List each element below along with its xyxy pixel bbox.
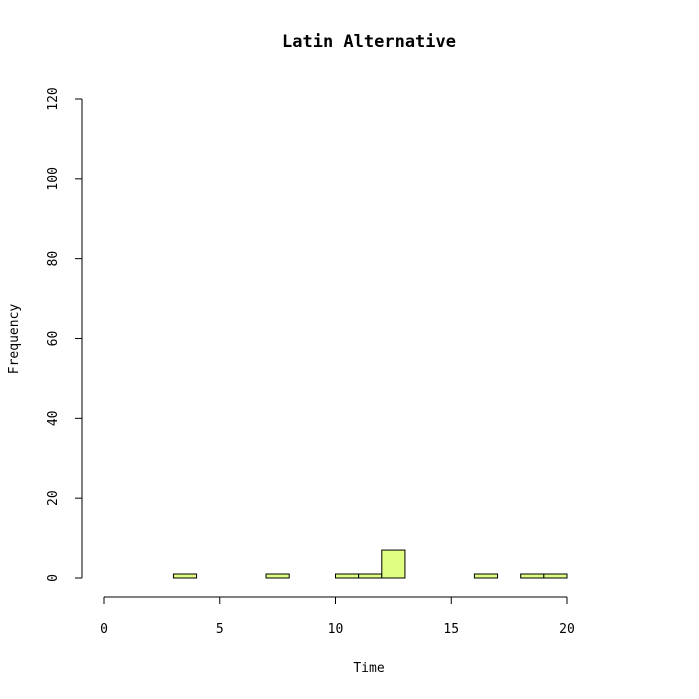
histogram-bar	[543, 573, 568, 579]
y-tick-label: 60	[46, 331, 61, 347]
y-tick-label: 40	[46, 411, 61, 427]
histogram-bar	[381, 549, 406, 579]
x-tick-label: 20	[559, 622, 575, 637]
x-tick-label: 10	[328, 622, 344, 637]
x-axis: 0 5 10 15 20	[100, 596, 575, 637]
histogram-bar	[358, 573, 383, 579]
histogram-bar	[335, 573, 360, 579]
x-tick-label: 5	[216, 622, 224, 637]
y-tick-label: 100	[46, 167, 61, 190]
y-tick-label: 0	[46, 574, 61, 582]
y-axis: 0 20 40 60 80 100 120	[46, 87, 83, 582]
histogram-bar	[172, 573, 198, 579]
histogram-bar	[520, 573, 545, 579]
histogram-bar	[473, 573, 499, 579]
y-tick-label: 80	[46, 251, 61, 267]
chart-title: Latin Alternative	[282, 32, 456, 52]
y-tick-label: 20	[46, 490, 61, 506]
histogram-bar	[265, 573, 290, 579]
bars-group	[172, 549, 568, 579]
y-axis-label: Frequency	[7, 304, 22, 375]
y-tick-label: 120	[46, 87, 61, 110]
x-tick-label: 15	[443, 622, 459, 637]
x-tick-label: 0	[100, 622, 108, 637]
x-axis-label: Time	[353, 661, 384, 676]
